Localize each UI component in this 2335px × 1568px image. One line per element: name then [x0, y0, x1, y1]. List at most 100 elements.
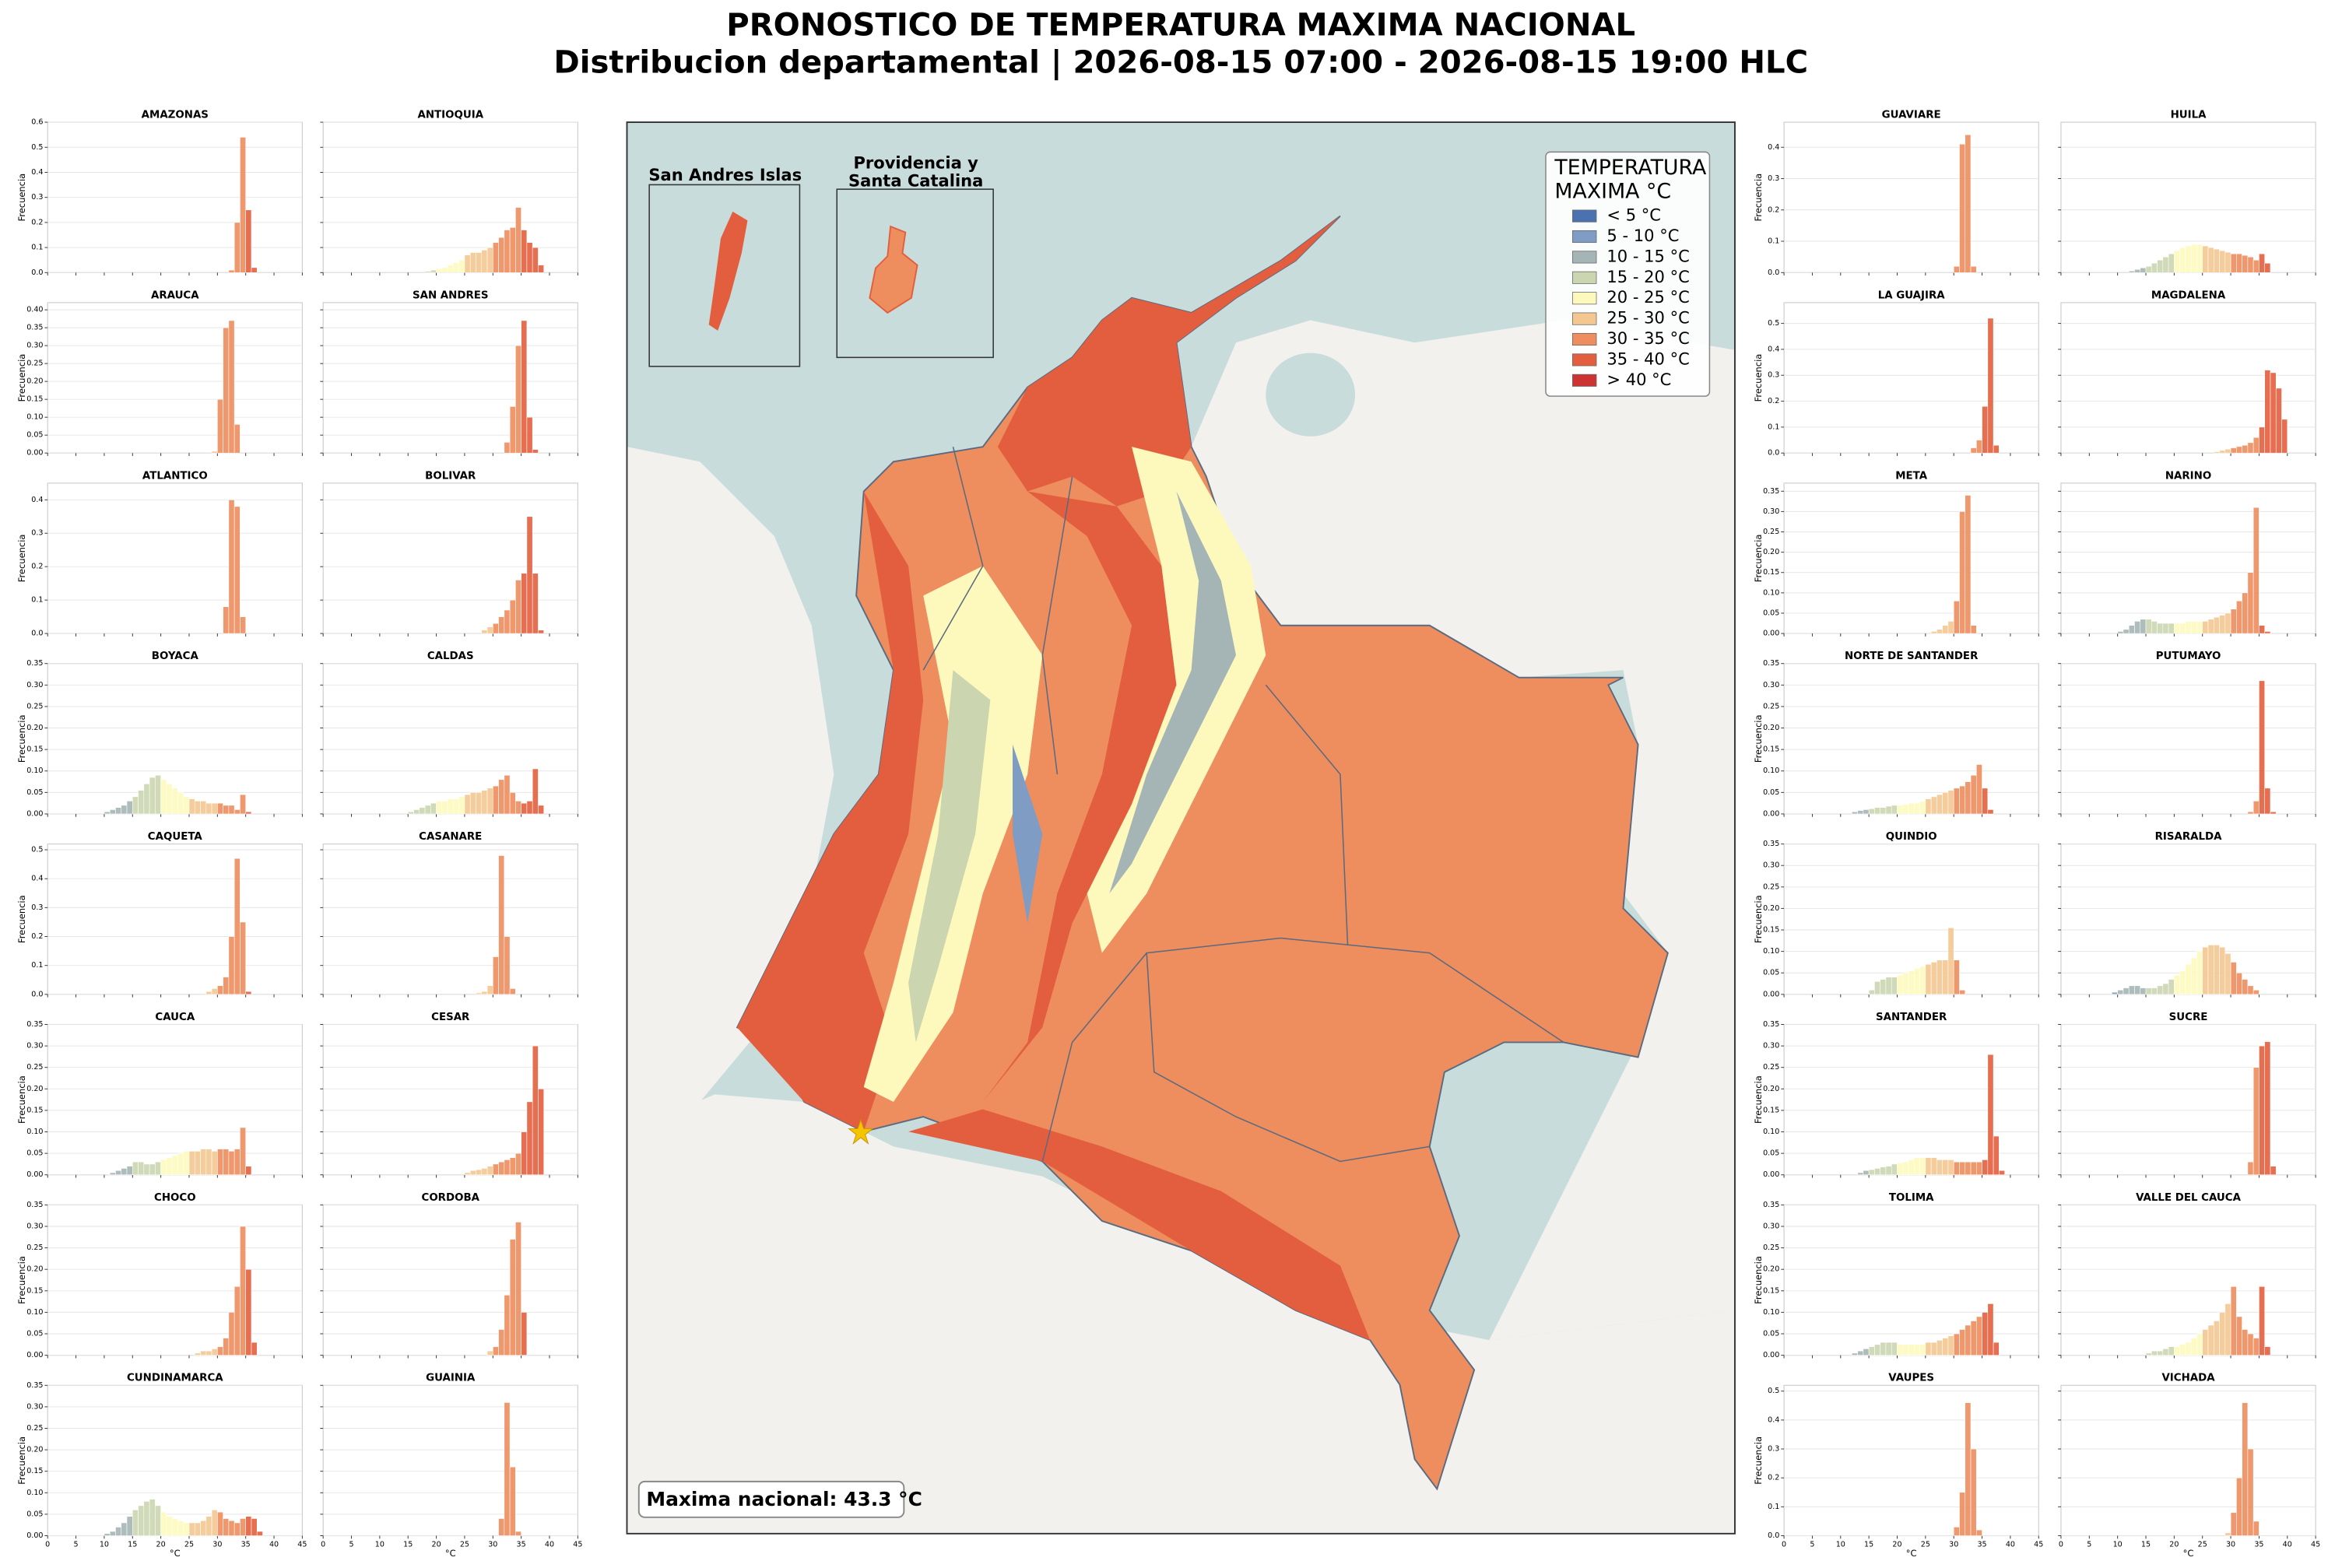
y-tick-label: 0.4	[1768, 1415, 1779, 1424]
y-tick-label: 0.35	[26, 1381, 43, 1390]
plot-frame	[322, 1204, 578, 1356]
histogram-bar	[515, 207, 521, 273]
histogram-bar	[2162, 1349, 2169, 1356]
legend-swatch	[1572, 353, 1597, 367]
histogram-bar	[476, 1169, 483, 1176]
histogram-bar	[2179, 970, 2186, 995]
histogram-bar	[234, 424, 241, 454]
x-tick-label: 35	[1977, 1540, 1986, 1549]
histogram-bar	[1868, 990, 1875, 995]
histogram-bar	[2185, 245, 2192, 273]
plot-frame	[47, 663, 303, 815]
y-tick-label: 0.3	[1768, 1445, 1779, 1454]
x-tick-label: 0	[1782, 1540, 1786, 1549]
histogram-bar	[498, 1518, 505, 1536]
histogram-bar	[1959, 1329, 1966, 1356]
histogram-panel: 0.00 0.05 0.10 0.15 0.20 0.25 0.30 0.35 BOYACA Fr…	[16, 651, 303, 818]
y-tick-label: 0.2	[1768, 1474, 1779, 1482]
histogram-bar	[2264, 262, 2271, 273]
y-tick-label: 0.00	[1763, 809, 1779, 818]
x-tick-label: 30	[212, 1540, 222, 1549]
histogram-bar	[228, 805, 235, 815]
histogram-bar	[194, 1151, 201, 1176]
histogram-bar	[2213, 451, 2220, 454]
histogram-bar	[2151, 621, 2158, 634]
histogram-bar	[486, 788, 493, 815]
y-tick-label: 0.35	[1763, 659, 1779, 668]
histogram-bar	[1942, 1338, 1949, 1356]
histogram-bar	[194, 1522, 201, 1536]
histogram-bar	[2252, 437, 2260, 454]
histogram-bar	[1959, 990, 1966, 995]
histograms: 0.0 0.1 0.2 0.3 0.4 0.5 0.6 AMAZONAS Frecuencia A…	[16, 109, 2320, 1558]
histogram-panel: 0.00 0.05 0.10 0.15 0.20 0.25 0.30 0.35 QUINDIO F…	[1753, 831, 2039, 998]
histogram-bar	[149, 1163, 156, 1176]
histogram-bar	[504, 442, 511, 454]
plot-frame	[2060, 1023, 2316, 1176]
histogram-bar	[1874, 980, 1880, 995]
y-tick-label: 0.4	[1768, 143, 1779, 152]
histogram-bar	[2134, 985, 2141, 995]
x-tick-label: 40	[269, 1540, 279, 1549]
histogram-bar	[177, 1520, 184, 1536]
y-tick-label: 0.15	[26, 745, 43, 754]
histogram-title: VALLE DEL CAUCA	[2136, 1192, 2241, 1204]
histogram-title: LA GUAJIRA	[1878, 289, 1946, 301]
histogram-bar	[413, 809, 420, 815]
y-tick-label: 0.05	[26, 1149, 43, 1158]
y-tick-label: 0.05	[26, 788, 43, 797]
histogram-bar	[126, 1516, 133, 1536]
histogram-bar	[200, 1520, 207, 1536]
histogram-bar	[2259, 1045, 2265, 1176]
y-tick-label: 0.25	[1763, 1063, 1779, 1072]
inset-island	[708, 211, 748, 331]
histogram-title: AMAZONAS	[142, 109, 209, 121]
y-tick-label: 0.30	[1763, 861, 1779, 870]
histogram-bar	[2157, 623, 2164, 634]
histogram-bar	[256, 1531, 263, 1536]
histogram-bar	[1863, 1349, 1870, 1356]
histogram-bar	[476, 792, 483, 815]
histogram-bar	[1925, 963, 1932, 995]
histogram-bar	[486, 247, 493, 273]
histogram-bar	[2230, 253, 2237, 273]
histogram-bar	[504, 609, 511, 634]
histogram-bar	[407, 811, 414, 815]
histogram-bar	[1857, 1172, 1864, 1176]
histogram-bar	[1897, 1162, 1904, 1176]
histogram-bar	[2242, 1329, 2249, 1356]
histogram-panel: 0.00 0.05 0.10 0.15 0.20 0.25 0.30 0.35 NORTE DE…	[1753, 651, 2039, 818]
histogram-bar	[1942, 625, 1949, 634]
y-tick-label: 0.00	[26, 1351, 43, 1359]
y-tick-label: 0.20	[26, 1446, 43, 1454]
histogram-bar	[223, 1149, 230, 1176]
histogram-bar	[211, 1510, 218, 1536]
plot-frame	[1783, 1204, 2039, 1356]
histogram-bar	[1880, 1166, 1887, 1176]
y-tick-label: 0.30	[26, 342, 43, 350]
histogram-bar	[132, 1161, 139, 1176]
histogram-bar	[1987, 317, 1994, 454]
histogram-bar	[1914, 968, 1920, 995]
histogram-panel: 0.00 0.05 0.10 0.15 0.20 0.25 0.30 0.35 CHOCO Fre…	[16, 1192, 303, 1359]
histogram-bar	[2247, 811, 2254, 815]
histogram-bar	[2219, 250, 2226, 273]
histogram-bar	[2247, 1333, 2254, 1356]
legend-title: TEMPERATURA	[1554, 156, 1707, 180]
histogram-bar	[211, 451, 218, 454]
histogram-panel: 0.0 0.1 0.2 0.3 0.4 ATLANTICO Frecuencia	[16, 470, 303, 638]
y-tick-label: 0.05	[1763, 969, 1779, 977]
inset-label: Santa Catalina	[848, 171, 983, 191]
annotation: Maxima nacional: 43.3 °C	[646, 1488, 922, 1510]
histogram-bar	[2168, 979, 2175, 995]
histogram-bar	[1965, 781, 1972, 815]
histogram-bar	[1975, 1161, 1982, 1176]
histogram-bar	[1987, 1054, 1994, 1176]
histogram-bar	[481, 250, 488, 273]
histogram-bar	[2145, 265, 2152, 273]
histogram-bar	[251, 267, 258, 273]
y-tick-label: 0.05	[26, 1510, 43, 1518]
histogram-bar	[1970, 1161, 1977, 1176]
